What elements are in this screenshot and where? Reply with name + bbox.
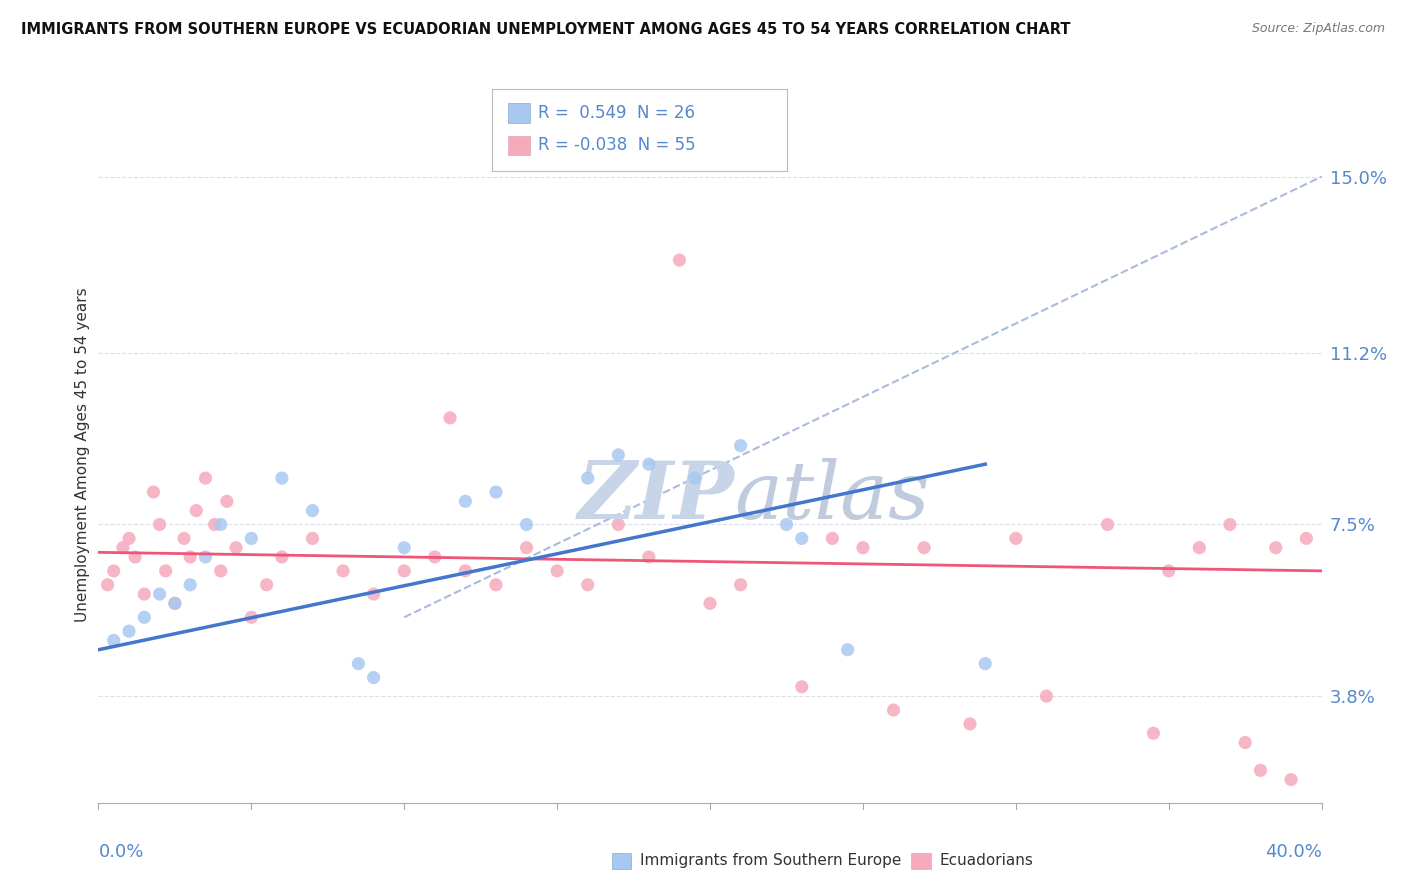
Point: [363, 587, 385, 601]
Point: [347, 657, 370, 671]
Point: [607, 517, 630, 532]
Point: [363, 671, 385, 685]
Text: 40.0%: 40.0%: [1265, 843, 1322, 861]
Point: [301, 532, 323, 546]
Point: [637, 549, 661, 564]
Text: Source: ZipAtlas.com: Source: ZipAtlas.com: [1251, 22, 1385, 36]
Point: [103, 564, 125, 578]
Text: R = -0.038  N = 55: R = -0.038 N = 55: [538, 136, 696, 154]
Point: [270, 549, 294, 564]
Point: [1188, 541, 1211, 555]
Point: [209, 517, 232, 532]
Point: [186, 503, 208, 517]
Point: [194, 549, 217, 564]
Point: [392, 564, 416, 578]
Point: [1097, 517, 1119, 532]
Point: [730, 578, 752, 592]
Point: [103, 633, 125, 648]
Point: [790, 680, 813, 694]
Point: [142, 485, 165, 500]
Text: Immigrants from Southern Europe: Immigrants from Southern Europe: [640, 854, 901, 868]
Point: [163, 596, 186, 610]
Point: [974, 657, 997, 671]
Point: [668, 253, 690, 268]
Point: [516, 541, 538, 555]
Point: [209, 564, 232, 578]
Point: [301, 503, 323, 517]
Point: [1035, 689, 1057, 703]
Point: [637, 457, 661, 471]
Point: [204, 517, 226, 532]
Point: [454, 494, 477, 508]
Point: [118, 624, 141, 639]
Point: [97, 578, 120, 592]
Point: [852, 541, 875, 555]
Point: [837, 642, 859, 657]
Point: [240, 532, 263, 546]
Point: [912, 541, 935, 555]
Point: [392, 541, 416, 555]
Point: [179, 578, 201, 592]
Text: atlas: atlas: [734, 458, 929, 535]
Point: [454, 564, 477, 578]
Point: [683, 471, 706, 485]
Point: [485, 578, 508, 592]
Text: IMMIGRANTS FROM SOUTHERN EUROPE VS ECUADORIAN UNEMPLOYMENT AMONG AGES 45 TO 54 Y: IMMIGRANTS FROM SOUTHERN EUROPE VS ECUAD…: [21, 22, 1070, 37]
Point: [485, 485, 508, 500]
Point: [730, 439, 752, 453]
Point: [607, 448, 630, 462]
Point: [118, 532, 141, 546]
Point: [1219, 517, 1241, 532]
Point: [215, 494, 238, 508]
Point: [790, 532, 813, 546]
Point: [775, 517, 797, 532]
Point: [179, 549, 201, 564]
Point: [332, 564, 354, 578]
Point: [134, 610, 156, 624]
Point: [423, 549, 446, 564]
Point: [124, 549, 146, 564]
Point: [149, 587, 172, 601]
Point: [1142, 726, 1164, 740]
Point: [225, 541, 247, 555]
Point: [439, 410, 461, 425]
Point: [163, 596, 186, 610]
Point: [576, 471, 599, 485]
Point: [134, 587, 156, 601]
Point: [256, 578, 278, 592]
Point: [1157, 564, 1180, 578]
Point: [270, 471, 294, 485]
Point: [173, 532, 195, 546]
Point: [155, 564, 177, 578]
Point: [959, 717, 981, 731]
Point: [1004, 532, 1026, 546]
Point: [1250, 764, 1272, 778]
Y-axis label: Unemployment Among Ages 45 to 54 years: Unemployment Among Ages 45 to 54 years: [75, 287, 90, 623]
Point: [883, 703, 905, 717]
Point: [149, 517, 172, 532]
Point: [1234, 735, 1257, 749]
Point: [1279, 772, 1302, 787]
Point: [111, 541, 134, 555]
Point: [576, 578, 599, 592]
Point: [699, 596, 721, 610]
Text: R =  0.549  N = 26: R = 0.549 N = 26: [538, 104, 696, 122]
Point: [194, 471, 217, 485]
Text: Ecuadorians: Ecuadorians: [939, 854, 1033, 868]
Text: ZIP: ZIP: [578, 458, 734, 535]
Text: 0.0%: 0.0%: [98, 843, 143, 861]
Point: [546, 564, 568, 578]
Point: [1295, 532, 1317, 546]
Point: [821, 532, 844, 546]
Point: [1264, 541, 1286, 555]
Point: [516, 517, 538, 532]
Point: [240, 610, 263, 624]
